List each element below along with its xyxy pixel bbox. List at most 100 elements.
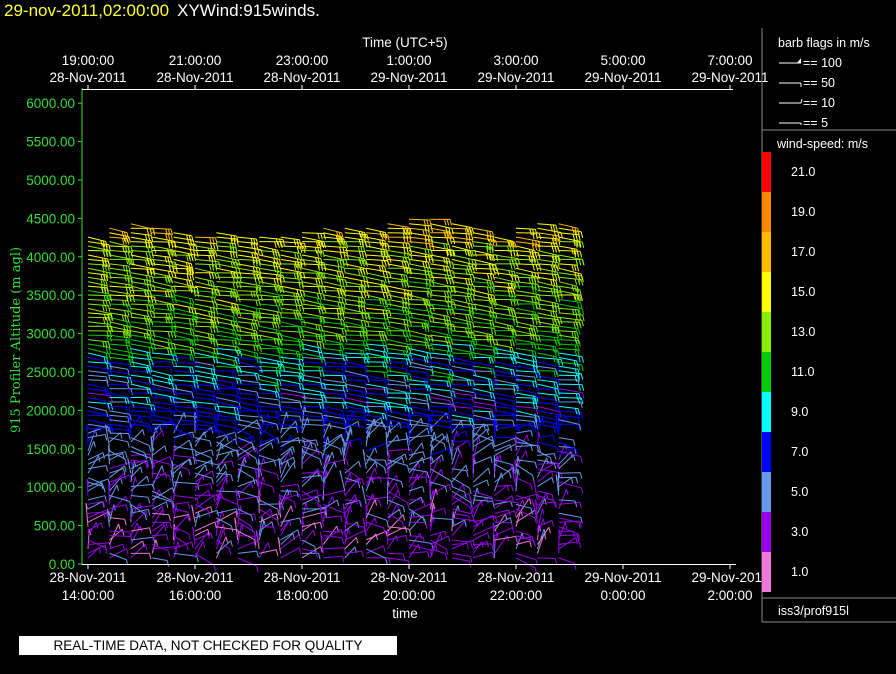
wind-barb-flag (384, 277, 387, 284)
wind-barb-shaft (430, 343, 451, 347)
wind-barb-flag (298, 375, 301, 383)
wind-barb-shaft (109, 450, 126, 460)
wind-barb-flag (253, 335, 256, 342)
wind-barb-flag (124, 231, 127, 239)
wind-barb-shaft (280, 374, 302, 377)
wind-barb-flag (275, 296, 279, 303)
wind-barb-flag (149, 457, 153, 465)
wind-barb-flag (127, 377, 130, 384)
wind-barb-flag (236, 427, 239, 435)
wind-barb-shaft (344, 258, 367, 261)
wind-barb-shaft (109, 227, 128, 234)
wind-barb-flag (510, 307, 513, 314)
wind-barb-flag (491, 384, 494, 392)
wind-barb-shaft (301, 374, 321, 379)
wind-barb-flag (169, 289, 173, 297)
wind-barb-flag (577, 301, 580, 308)
x-tick-label-time: 14:00:00 (62, 588, 115, 603)
wind-barb-flag (148, 347, 151, 354)
wind-barb-flag (172, 500, 175, 508)
wind-barb-shaft (237, 379, 260, 384)
x2-tick-label-date: 29-Nov-2011 (477, 70, 554, 85)
wind-barb-shaft (259, 379, 277, 384)
wind-barb-shaft (173, 294, 193, 300)
wind-barb-shaft (344, 330, 366, 333)
wind-barb-flag (387, 380, 390, 387)
wind-barb-flag (577, 349, 580, 356)
wind-barb-flag (405, 368, 409, 376)
wind-barb-flag (514, 330, 517, 337)
wind-barb-shaft (87, 241, 109, 246)
wind-barb-flag (420, 418, 424, 425)
wind-barb-flag (125, 504, 129, 511)
wind-barb-flag (167, 256, 170, 264)
wind-barb-shaft (494, 254, 519, 260)
wind-barb-shaft (259, 307, 281, 313)
wind-barb-flag (262, 476, 265, 483)
wind-barb-shaft (366, 423, 390, 428)
wind-barb-shaft (280, 397, 300, 402)
x-tick-label-time: 18:00:00 (276, 588, 329, 603)
wind-barb-flag (342, 319, 346, 327)
wind-barb-shaft (451, 477, 470, 489)
wind-barb-shaft (558, 316, 582, 321)
wind-barb-flag (171, 326, 174, 333)
wind-barb-flag (335, 235, 339, 242)
wind-barb-shaft (130, 370, 150, 373)
wind-barb-flag (174, 322, 177, 329)
wind-barb-shaft (259, 281, 281, 287)
wind-barb-flag (471, 239, 475, 246)
wind-barb-flag (575, 393, 579, 400)
wind-barb-shaft (537, 450, 551, 459)
wind-barb-flag (105, 244, 108, 251)
wind-barb-shaft (515, 272, 538, 278)
wind-barb-flag (340, 302, 343, 309)
wind-barb-flag (511, 257, 514, 264)
wind-barb-flag (555, 474, 559, 481)
wind-barb-flag (297, 299, 300, 306)
wind-barb-shaft (558, 245, 577, 250)
wind-barb-flag (533, 540, 536, 548)
wind-barb-shaft (87, 307, 112, 315)
wind-barb-shaft (537, 343, 556, 348)
wind-barb-flag (191, 274, 195, 281)
wind-barb-flag (169, 249, 172, 256)
wind-barb-flag (530, 430, 533, 437)
wind-barb-flag (101, 264, 105, 271)
wind-barb-flag (551, 520, 554, 527)
wind-barb-flag (515, 408, 518, 415)
wind-barb-flag (535, 264, 539, 271)
wind-barb-flag (360, 291, 364, 298)
wind-barb-flag (297, 426, 301, 433)
wind-barb-flag (204, 464, 208, 472)
wind-barb-shaft (473, 236, 496, 241)
wind-barb-shaft (216, 526, 239, 531)
wind-barb-shaft (387, 512, 403, 523)
wind-barb-flag (428, 304, 432, 312)
wind-barb-flag (385, 405, 389, 412)
wind-barb-flag (408, 346, 412, 354)
wind-barb-flag (255, 243, 259, 250)
wind-barb-flag (215, 322, 218, 329)
wind-barb-shaft (194, 383, 219, 387)
wind-barb-flag (105, 376, 109, 384)
wind-barb-shaft (473, 515, 496, 523)
wind-barb-flag (449, 250, 452, 257)
wind-barb-flag (362, 326, 366, 333)
wind-barb-flag (488, 264, 492, 271)
wind-barb-flag (469, 497, 473, 504)
wind-barb-flag (101, 284, 104, 291)
wind-barb-flag (213, 423, 217, 431)
wind-barb-flag (297, 339, 301, 346)
wind-barb-shaft (366, 392, 387, 396)
wind-barb-shaft (194, 361, 214, 366)
wind-barb-flag (465, 278, 468, 285)
wind-barb-flag (440, 469, 444, 476)
wind-barb-shaft (473, 374, 491, 380)
wind-barb-shaft (87, 339, 109, 343)
wind-barb-flag (164, 256, 168, 263)
wind-barb-flag (168, 374, 171, 382)
wind-barb-flag (492, 522, 496, 529)
wind-barb-flag (365, 366, 369, 373)
wind-barb-flag (384, 266, 387, 273)
